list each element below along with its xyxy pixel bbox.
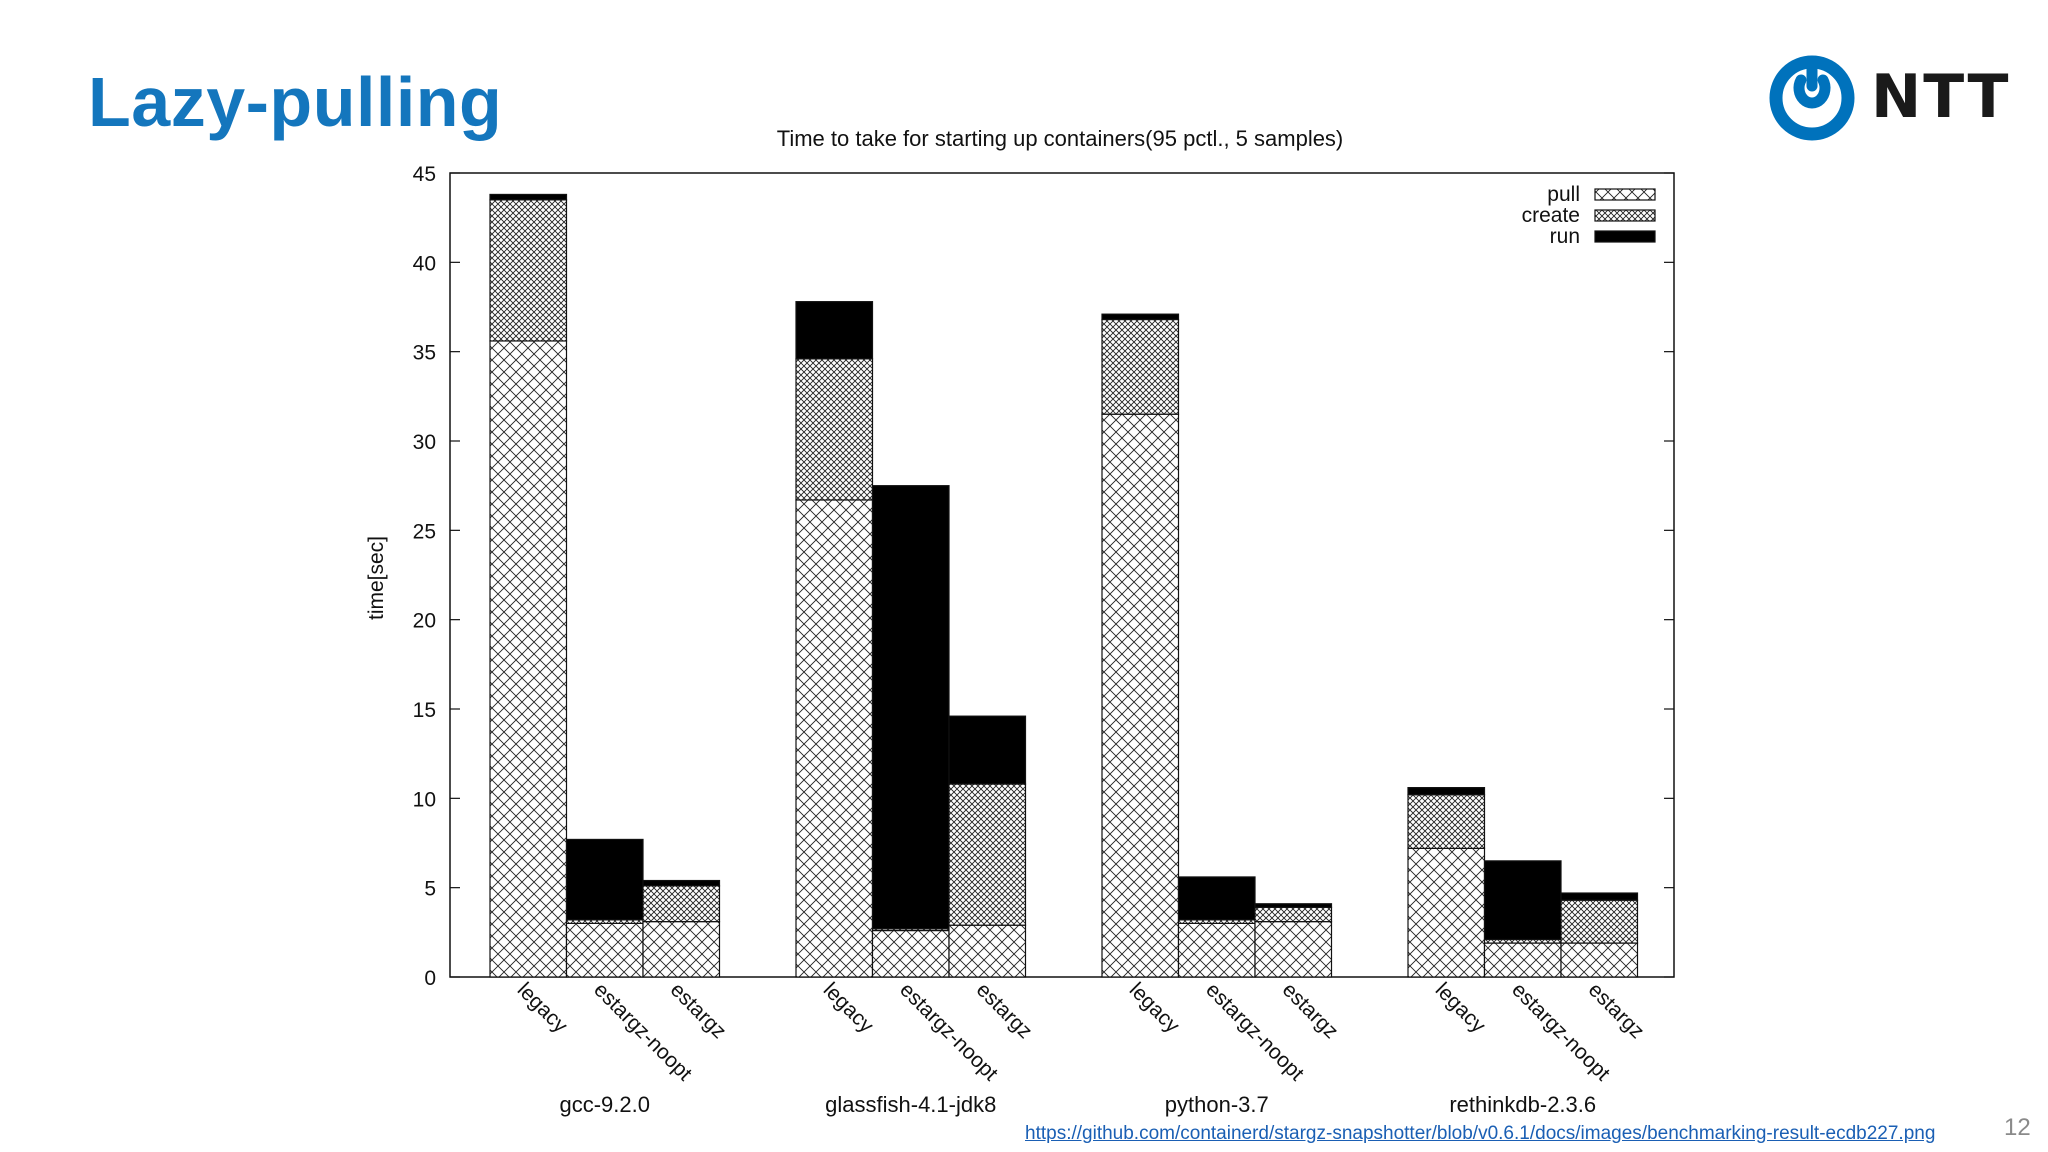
legend-swatch-pull xyxy=(1594,188,1656,201)
legend-swatch-create xyxy=(1594,209,1656,222)
bar-segment-create xyxy=(642,885,721,923)
x-axis-labels: legacy estargz-nooptestargzgcc-9.2.0legac… xyxy=(513,978,1649,1117)
bar-segment-pull xyxy=(1560,942,1639,978)
y-tick-label: 10 xyxy=(413,788,436,811)
bar-segment-run xyxy=(1483,860,1562,941)
bar-label: legacy xyxy=(513,978,573,1038)
group-label: glassfish-4.1-jdk8 xyxy=(825,1092,996,1117)
chart-title: Time to take for starting up containers(… xyxy=(777,126,1344,151)
bar-segment-run xyxy=(871,485,950,930)
bar-label: estargz xyxy=(1278,978,1343,1043)
bar-label: legacy xyxy=(1431,978,1491,1038)
bar-segment-run xyxy=(948,715,1027,785)
bar-segment-run xyxy=(795,301,874,360)
bar-segment-pull xyxy=(1177,922,1256,978)
bar-segment-pull xyxy=(1483,942,1562,978)
bar-label: estargz xyxy=(666,978,731,1043)
bar-segment-create xyxy=(1407,794,1486,849)
y-tick-label: 40 xyxy=(413,252,436,275)
group-label: rethinkdb-2.3.6 xyxy=(1449,1092,1596,1117)
y-tick-label: 35 xyxy=(413,342,436,365)
bar-segment-run xyxy=(489,193,568,201)
bar-segment-pull xyxy=(1407,847,1486,978)
bar-segment-create xyxy=(948,783,1027,926)
bar-segment-pull xyxy=(795,499,874,978)
y-tick-label: 20 xyxy=(413,610,436,633)
bar-label: estargz xyxy=(972,978,1037,1043)
y-tick-label: 25 xyxy=(413,520,436,543)
y-axis-ticks: 0 5 10 15 20 25 30 35 40 45 xyxy=(413,163,1674,990)
bar-label: legacy xyxy=(1125,978,1185,1038)
y-tick-label: 5 xyxy=(424,878,436,901)
bar-segment-create xyxy=(1254,906,1333,923)
group-label: python-3.7 xyxy=(1165,1092,1269,1117)
slide-title: Lazy-pulling xyxy=(88,63,503,141)
y-axis-label: time[sec] xyxy=(365,536,388,620)
bar-segment-run xyxy=(1177,876,1256,921)
bar-segment-pull xyxy=(642,921,721,978)
y-tick-label: 45 xyxy=(413,163,436,186)
bar-segment-run xyxy=(1101,313,1180,321)
bar-segment-run xyxy=(1407,787,1486,796)
source-link[interactable]: https://github.com/containerd/stargz-sna… xyxy=(1025,1123,1936,1144)
bar-segment-run xyxy=(1560,892,1639,901)
y-tick-label: 0 xyxy=(424,967,436,990)
bar-segment-pull xyxy=(489,340,568,978)
bar-segment-create xyxy=(1560,899,1639,944)
bar-segment-create xyxy=(1101,318,1180,415)
group-label: gcc-9.2.0 xyxy=(560,1092,651,1117)
bar-segment-run xyxy=(565,838,644,921)
bar-segment-create xyxy=(795,358,874,501)
logo-text: NTT xyxy=(1871,62,2011,132)
y-tick-label: 30 xyxy=(413,431,436,454)
bars xyxy=(489,193,1639,978)
bar-segment-pull xyxy=(1254,921,1333,978)
legend-label-pull: pull xyxy=(1547,183,1580,206)
bar-segment-run xyxy=(642,879,721,887)
bar-segment-pull xyxy=(948,924,1027,978)
bar-segment-run xyxy=(1254,903,1333,908)
bar-segment-pull xyxy=(1101,413,1180,978)
legend-label-run: run xyxy=(1550,225,1580,248)
bar-segment-pull xyxy=(565,922,644,978)
bar-segment-pull xyxy=(871,929,950,978)
bar-label: estargz xyxy=(1584,978,1649,1043)
page-number: 12 xyxy=(2004,1114,2031,1141)
legend-swatch-run xyxy=(1594,230,1656,243)
y-tick-label: 15 xyxy=(413,699,436,722)
plot-frame xyxy=(449,172,1675,978)
ntt-logo: NTT xyxy=(1768,52,2008,142)
legend-label-create: create xyxy=(1522,204,1580,227)
bar-label: legacy xyxy=(819,978,879,1038)
bar-segment-create xyxy=(489,199,568,342)
ntt-ring-icon xyxy=(1769,55,1855,141)
